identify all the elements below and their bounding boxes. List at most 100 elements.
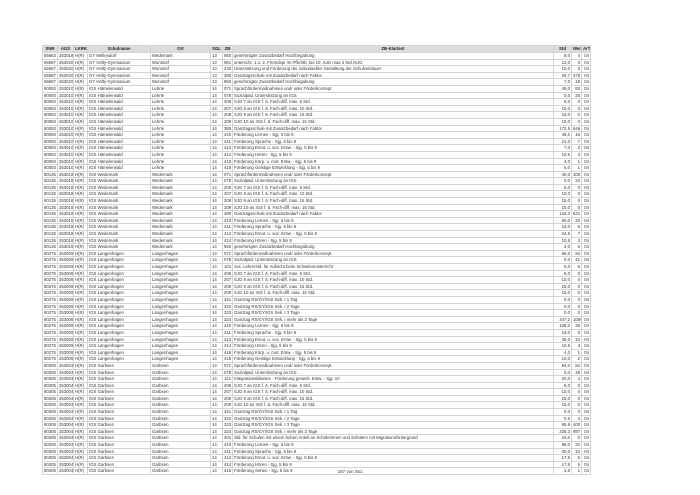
cell-snr: 80275 bbox=[42, 276, 58, 284]
cell-snr: 65663 bbox=[42, 52, 58, 60]
cell-ags: 253010 bbox=[57, 157, 74, 166]
cell-zb: 419 bbox=[222, 164, 233, 172]
cell-zb: 411 bbox=[222, 328, 233, 337]
cell-zb: 209 bbox=[222, 203, 233, 212]
cell-lkrkz: H(R) bbox=[73, 263, 88, 271]
cell-std: 15,0 bbox=[553, 401, 572, 410]
cell-ags: 253018 bbox=[57, 203, 74, 212]
cell-lkrkz: H(R) bbox=[73, 117, 88, 126]
cell-zb-klartext: SJG 8 an IGS f. ä. Fach-diff. max. 10 St… bbox=[232, 276, 554, 284]
table-row: 80305 253004 H(R) IGS Garbsen Garbsen 14 401 St… bbox=[42, 434, 591, 443]
cell-std: 15,0 bbox=[553, 203, 572, 212]
cell-lkrkz: H(R) bbox=[73, 309, 88, 317]
cell-sgl: 14 bbox=[210, 243, 223, 251]
cell-ort: Langenhagen bbox=[150, 302, 211, 311]
cell-art: 04 bbox=[581, 170, 591, 179]
cell-std: 0,0 bbox=[553, 309, 572, 317]
cell-zb: 078 bbox=[222, 368, 233, 377]
cell-sgl: 14 bbox=[210, 276, 223, 284]
cell-lkrkz: H(R) bbox=[73, 276, 88, 284]
cell-snr: 80305 bbox=[42, 441, 58, 449]
cell-ort: Langenhagen bbox=[150, 295, 211, 304]
cell-schulname: IGS Garbsen bbox=[87, 394, 151, 403]
cell-zb: 410 bbox=[222, 322, 233, 330]
cell-wert: 0 bbox=[571, 388, 582, 396]
cell-zb: 206 bbox=[222, 381, 233, 390]
cell-ort: Langenhagen bbox=[150, 342, 211, 350]
cell-std: 12,0 bbox=[553, 58, 572, 67]
cell-zb-klartext: genehmigter Zusatzbedarf Hochbegabung bbox=[232, 243, 554, 251]
table-row: 80093 253010 H(R) IGS Hämelerwald Lehrte 14 41… bbox=[42, 137, 591, 146]
table-row: 80305 253004 H(R) IGS Garbsen Garbsen 14 412 Fö… bbox=[42, 454, 591, 462]
cell-zb-klartext: SJG 9 an IGS f. ä. Fach-diff. max. 15 St… bbox=[232, 394, 554, 403]
cell-std: 0,6 bbox=[553, 414, 572, 423]
cell-std: 15,0 bbox=[553, 289, 572, 297]
cell-wert: 5 bbox=[571, 460, 582, 469]
cell-lkrkz: H(R) bbox=[73, 65, 88, 73]
cell-art: 04 bbox=[581, 197, 591, 205]
cell-zb-klartext: Förderung Lernen - Sjg. 5 bis 9 bbox=[232, 322, 554, 330]
cell-std: 45,0 bbox=[553, 84, 572, 93]
cell-snr: 80135 bbox=[42, 177, 58, 185]
header-lkrkz: LKRKZ bbox=[73, 45, 88, 53]
cell-zb: 419 bbox=[222, 355, 233, 363]
cell-sgl: 14 bbox=[210, 328, 223, 337]
cell-std: 6,0 bbox=[553, 98, 572, 106]
cell-wert: 25 bbox=[571, 91, 582, 100]
cell-schulname: IGS Wedemark bbox=[87, 177, 151, 185]
cell-lkrkz: H(R) bbox=[73, 137, 88, 146]
cell-zb: 380 bbox=[222, 71, 233, 80]
cell-zb: 071 bbox=[222, 170, 233, 179]
cell-schulname: GY Hölty-Gymnasium bbox=[87, 65, 151, 73]
cell-ort: Wedemark bbox=[150, 243, 211, 251]
page-number: 187 von 451 bbox=[337, 469, 363, 474]
cell-wert: 0 bbox=[571, 408, 582, 416]
cell-art: 04 bbox=[581, 117, 591, 126]
cell-ort: Wunstorf bbox=[150, 78, 211, 86]
cell-art: 04 bbox=[581, 282, 591, 291]
cell-art: 04 bbox=[581, 388, 591, 396]
cell-std: 7,0 bbox=[553, 144, 572, 152]
cell-snr: 80135 bbox=[42, 197, 58, 205]
cell-zb-klartext: Förderung Emot. u. soz. Entw. - Sjg. 5 b… bbox=[232, 144, 554, 152]
cell-schulname: IGS Langenhagen bbox=[87, 328, 151, 337]
cell-sgl: 14 bbox=[210, 421, 223, 429]
cell-schulname: IGS Wedemark bbox=[87, 170, 151, 179]
cell-sgl: 14 bbox=[210, 441, 223, 449]
cell-sgl: 13 bbox=[210, 78, 223, 86]
cell-schulname: IGS Wedemark bbox=[87, 236, 151, 245]
cell-snr: 80305 bbox=[42, 368, 58, 377]
table-row: 80093 253010 H(R) IGS Hämelerwald Lehrte 14 41… bbox=[42, 157, 591, 166]
cell-zb-klartext: Förderung Hören - Sjg. 5 bis 9 bbox=[232, 236, 554, 245]
cell-sgl: 14 bbox=[210, 454, 223, 462]
cell-wert: 987 bbox=[571, 427, 582, 436]
cell-std: 96,0 bbox=[553, 441, 572, 449]
cell-zb-klartext: SJG 10 an IGS f. ä. Fach-diff. max. 15 S… bbox=[232, 117, 554, 126]
cell-sgl: 14 bbox=[210, 104, 223, 113]
cell-sgl: 14 bbox=[210, 447, 223, 456]
cell-art: 04 bbox=[581, 408, 591, 416]
header-sgl: SGL bbox=[210, 45, 223, 53]
cell-zb-klartext: SJG 8 an IGS f. ä. Fach-diff. max. 10 St… bbox=[232, 190, 554, 199]
cell-wert: 0 bbox=[571, 276, 582, 284]
cell-wert: 0 bbox=[571, 98, 582, 106]
cell-ort: Wedemark bbox=[150, 210, 211, 218]
cell-std: 17,5 bbox=[553, 454, 572, 462]
cell-ort: Langenhagen bbox=[150, 276, 211, 284]
cell-ort: Langenhagen bbox=[150, 289, 211, 297]
table-row: 80093 253010 H(R) IGS Hämelerwald Lehrte 14 38… bbox=[42, 124, 591, 133]
table-row: 80093 253010 H(R) IGS Hämelerwald Lehrte 14 07… bbox=[42, 91, 591, 100]
table-row: 80135 253018 H(R) IGS Wedemark Wedemark 14 209… bbox=[42, 203, 591, 212]
cell-art: 04 bbox=[581, 467, 591, 475]
cell-schulname: IGS Garbsen bbox=[87, 361, 151, 370]
cell-art: 04 bbox=[581, 434, 591, 443]
cell-ags: 253004 bbox=[57, 401, 74, 410]
cell-ort: Wedemark bbox=[150, 203, 211, 212]
cell-zb-klartext: unterschr. 1.o. 2. Fremdspr im Pflichtb.… bbox=[232, 58, 554, 67]
cell-sgl: 14 bbox=[210, 368, 223, 377]
cell-art: 04 bbox=[581, 355, 591, 363]
cell-std: 10,0 bbox=[553, 190, 572, 199]
cell-std: 10,5 bbox=[553, 236, 572, 245]
cell-art: 04 bbox=[581, 164, 591, 172]
cell-sgl: 14 bbox=[210, 124, 223, 133]
